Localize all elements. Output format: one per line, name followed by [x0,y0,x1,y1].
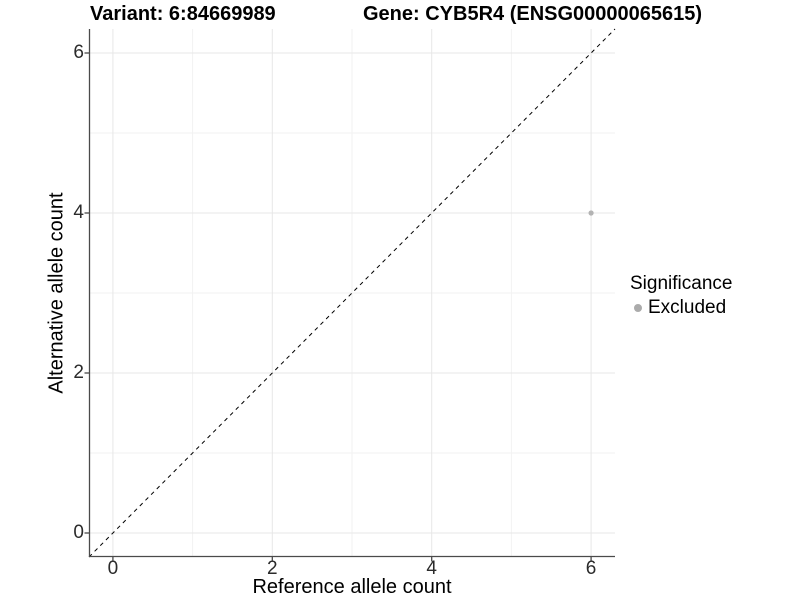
variant-title: Variant: 6:84669989 [90,3,276,25]
legend: Significance Excluded [630,272,732,319]
x-tick-label: 2 [267,558,278,579]
legend-item-excluded: Excluded [630,296,732,319]
plot-panel [84,28,616,562]
x-tick-label: 6 [585,558,597,579]
y-tick-label: 6 [73,42,84,63]
gene-title: Gene: CYB5R4 (ENSG00000065615) [363,3,703,25]
x-axis-title: Reference allele count [252,576,452,598]
y-tick-label: 4 [73,202,84,223]
x-tick-label: 4 [426,558,437,579]
legend-item-label: Excluded [648,297,727,318]
y-tick-label: 0 [73,522,84,543]
legend-title: Significance [630,273,733,294]
legend-point-icon [634,303,642,312]
data-point [588,210,594,216]
x-tick-label: 0 [107,558,119,579]
y-tick-label: 2 [73,362,84,383]
